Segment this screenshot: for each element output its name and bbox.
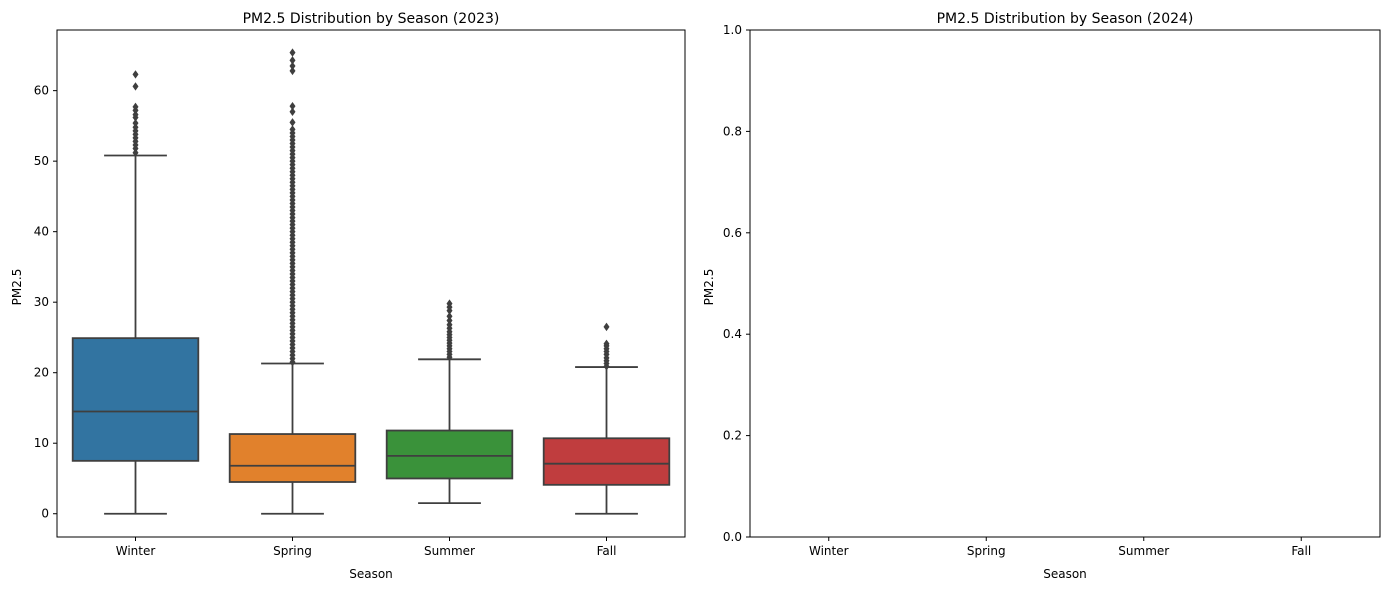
x-tick-label: Fall [1291, 544, 1311, 558]
y-tick-label: 0.2 [723, 429, 742, 443]
axes-frame [56, 29, 686, 538]
outlier-point [132, 123, 139, 132]
y-tick-label: 60 [34, 84, 49, 98]
outlier-point [289, 61, 296, 71]
outlier-point [289, 56, 296, 65]
x-tick-label: Fall [597, 544, 617, 558]
x-tick-label: Spring [967, 544, 1006, 558]
outlier-point [289, 118, 296, 127]
y-tick-label: 20 [34, 366, 49, 380]
outlier-point [446, 312, 453, 321]
x-tick-label: Summer [1118, 544, 1169, 558]
y-tick-label: 50 [34, 154, 49, 168]
outlier-point [289, 101, 296, 111]
plot-area-2024: 0.0 0.2 0.4 0.6 0.8 1.0 Winter Spring Summer Fall [723, 23, 1381, 558]
axes-frame [749, 29, 1381, 538]
y-tick-label: 10 [34, 436, 49, 450]
outlier-point [446, 320, 453, 329]
box-summer [385, 429, 514, 480]
x-tick-label: Winter [116, 544, 156, 558]
outlier-point [446, 299, 453, 308]
chart-title-2023: PM2.5 Distribution by Season (2023) [243, 11, 500, 27]
outlier-point [289, 48, 296, 57]
box-fall [542, 437, 671, 486]
y-tick-label: 0.6 [723, 226, 742, 240]
y-tick-label: 0.0 [723, 530, 742, 544]
outlier-point [132, 70, 139, 79]
box-spring [228, 433, 357, 483]
y-tick-label: 30 [34, 295, 49, 309]
outlier-point [289, 66, 296, 76]
x-tick-label: Summer [424, 544, 475, 558]
outlier-point [132, 118, 139, 128]
x-tick-label: Spring [273, 544, 312, 558]
y-axis-label-2024: PM2.5 [702, 269, 716, 306]
plot-area-2023: 0 10 20 30 40 50 60 Winter Spring Summer Fall [34, 29, 686, 558]
outlier-point [446, 316, 453, 325]
panel-2024: PM2.5 Distribution by Season (2024) Seas… [702, 11, 1381, 581]
chart-title-2024: PM2.5 Distribution by Season (2024) [937, 11, 1194, 27]
y-axis-label-2023: PM2.5 [10, 269, 24, 306]
outlier-point [132, 102, 139, 112]
outlier-point [603, 322, 610, 332]
outlier-point [132, 148, 139, 157]
box-winter [71, 337, 200, 462]
outlier-point [603, 339, 610, 348]
y-tick-label: 0.4 [723, 327, 742, 341]
x-axis-label-2023: Season [349, 567, 393, 581]
y-tick-label: 0 [41, 507, 49, 521]
outlier-point [289, 107, 296, 116]
outlier-point [132, 110, 139, 119]
y-tick-label: 1.0 [723, 23, 742, 37]
y-tick-label: 40 [34, 225, 49, 239]
outlier-point [132, 82, 139, 91]
x-tick-label: Winter [809, 544, 849, 558]
x-axis-label-2024: Season [1043, 567, 1087, 581]
panel-2023: PM2.5 Distribution by Season (2023) Seas… [10, 11, 686, 581]
outlier-point [289, 125, 296, 134]
y-tick-label: 0.8 [723, 124, 742, 138]
